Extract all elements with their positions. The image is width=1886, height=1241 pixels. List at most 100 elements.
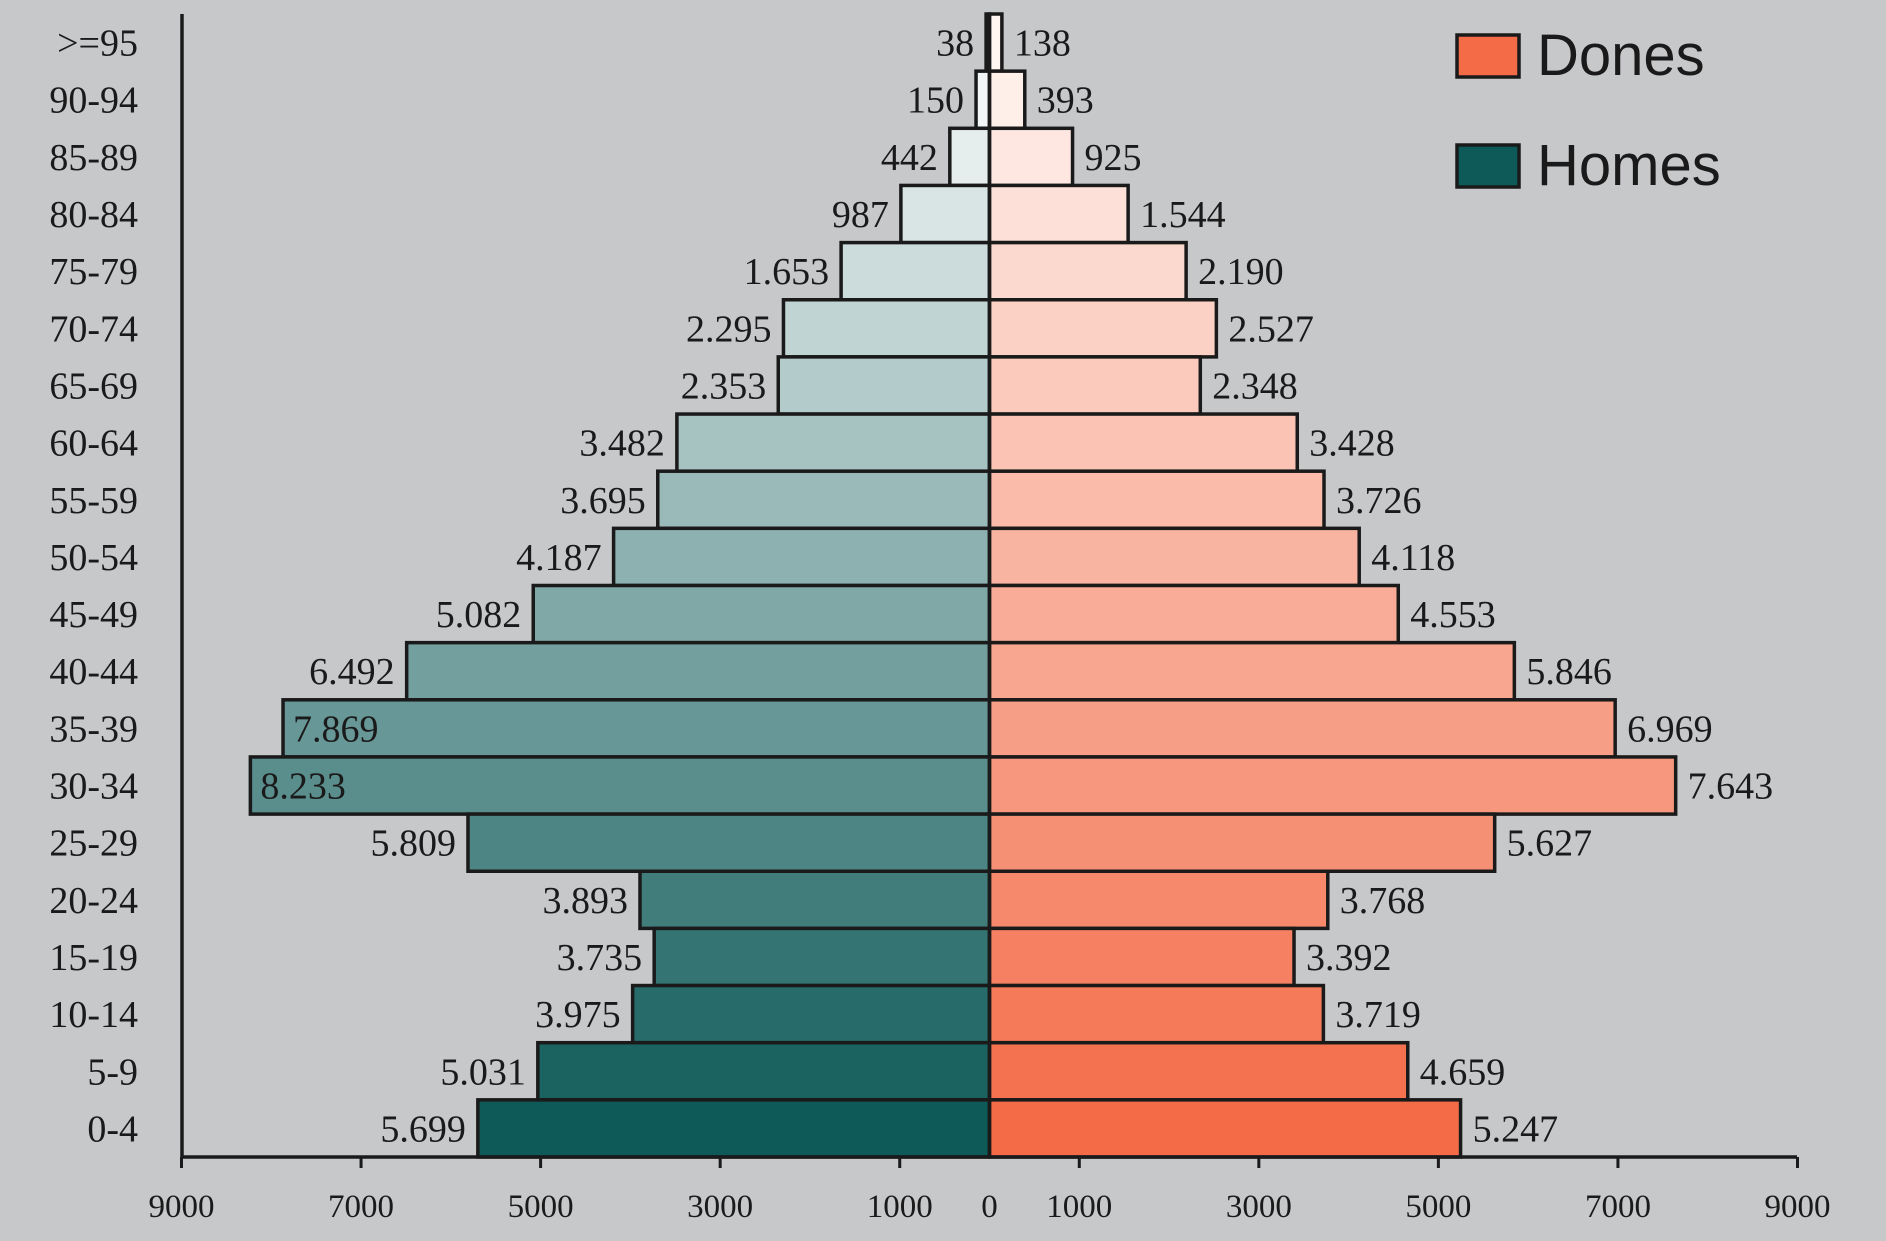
value-label-dones: 5.846	[1526, 651, 1612, 693]
value-label-homes: 150	[907, 80, 964, 122]
value-label-dones: 3.768	[1340, 880, 1426, 922]
value-label-homes: 5.031	[440, 1051, 526, 1093]
x-tick-label: 1000	[867, 1189, 933, 1225]
value-label-dones: 5.247	[1473, 1108, 1559, 1150]
legend-swatch-dones	[1455, 33, 1521, 79]
x-tick-label: 9000	[1765, 1189, 1831, 1225]
bar-dones-85-89	[987, 126, 1075, 188]
age-label: 10-14	[49, 994, 138, 1036]
bar-dones-75-79	[987, 240, 1188, 302]
x-tick-label: 9000	[149, 1189, 215, 1225]
x-tick-label: 7000	[328, 1189, 394, 1225]
bar-homes-25-29	[466, 812, 992, 873]
value-label-homes: 4.187	[516, 537, 602, 579]
legend-label-dones: Dones	[1537, 23, 1705, 88]
legend: Dones Homes	[1455, 23, 1721, 198]
age-label: 15-19	[49, 937, 138, 979]
bar-dones-30-34	[987, 755, 1678, 816]
x-tick-label: 1000	[1046, 1189, 1112, 1225]
value-label-dones: 1.544	[1140, 194, 1226, 236]
value-label-dones: 138	[1014, 23, 1071, 65]
value-label-homes: 1.653	[744, 251, 830, 293]
legend-label-homes: Homes	[1537, 133, 1721, 198]
bar-dones-70-74	[987, 298, 1219, 359]
bar-dones-25-29	[987, 812, 1497, 873]
value-label-dones: 3.719	[1335, 994, 1421, 1036]
bar-homes-80-84	[899, 183, 992, 245]
age-label: 80-84	[49, 194, 138, 236]
bar-homes-0-4	[476, 1098, 992, 1159]
value-label-homes: 6.492	[309, 651, 395, 693]
age-label: 30-34	[49, 766, 138, 808]
age-label: >=95	[57, 23, 138, 65]
value-label-dones: 393	[1037, 80, 1094, 122]
value-label-dones: 7.643	[1688, 766, 1774, 808]
bar-homes-30-34	[248, 755, 992, 816]
bar-homes-5-9	[536, 1040, 992, 1102]
value-label-dones: 2.190	[1198, 251, 1284, 293]
x-tick-label: 5000	[1405, 1189, 1471, 1225]
age-label: 90-94	[49, 80, 138, 122]
bar-homes-85-89	[948, 126, 992, 188]
bar-homes-55-59	[656, 469, 992, 531]
age-label: 25-29	[49, 823, 138, 865]
value-labels-layer: 38 138 150 393 442 925 987 1.544 1.653 2.190 2.295…	[260, 23, 1773, 1151]
bar-homes-90-94	[974, 69, 992, 131]
value-label-dones: 3.726	[1336, 480, 1422, 522]
value-label-dones: 4.118	[1371, 537, 1455, 579]
bar-dones-65-69	[987, 355, 1203, 416]
age-label: 70-74	[49, 308, 138, 350]
bar-homes-65-69	[776, 355, 992, 416]
bar-homes-40-44	[404, 640, 992, 702]
bar-dones-10-14	[987, 983, 1326, 1045]
bar-dones-5-9	[987, 1040, 1410, 1102]
bar-homes-45-49	[531, 583, 992, 645]
bar-dones-0-4	[987, 1098, 1463, 1159]
bar-dones-55-59	[987, 469, 1326, 531]
value-label-homes: 38	[936, 23, 974, 65]
age-label: 35-39	[49, 708, 138, 750]
age-label: 65-69	[49, 365, 138, 407]
bar-dones-40-44	[987, 640, 1517, 702]
age-label: 5-9	[87, 1051, 138, 1093]
bar-homes-10-14	[630, 983, 992, 1045]
age-label: 55-59	[49, 480, 138, 522]
bar-dones-35-39	[987, 698, 1617, 759]
value-label-dones: 4.553	[1410, 594, 1496, 636]
bar-dones->=95	[987, 12, 1004, 73]
age-label: 75-79	[49, 251, 138, 293]
bar-dones-20-24	[987, 869, 1330, 931]
bar-homes-50-54	[611, 526, 992, 588]
bar-dones-15-19	[987, 926, 1296, 988]
value-label-dones: 3.428	[1309, 423, 1395, 465]
value-label-dones: 2.527	[1228, 308, 1314, 350]
x-tick-label: 3000	[1226, 1189, 1292, 1225]
value-label-homes: 987	[832, 194, 889, 236]
x-tick-label: 7000	[1585, 1189, 1651, 1225]
value-label-dones: 5.627	[1507, 823, 1593, 865]
bar-dones-45-49	[987, 583, 1401, 645]
age-label: 40-44	[49, 651, 138, 693]
value-label-dones: 2.348	[1212, 365, 1298, 407]
value-label-dones: 6.969	[1627, 708, 1713, 750]
bar-dones-80-84	[987, 183, 1130, 245]
bar-homes-75-79	[839, 240, 992, 302]
bars-layer	[248, 12, 1678, 1159]
value-label-homes: 3.975	[535, 994, 621, 1036]
age-labels-layer: >=95 90-94 85-89 80-84 75-79 70-74 65-69 60-64 5…	[49, 23, 138, 1151]
age-label: 60-64	[49, 423, 138, 465]
age-label: 85-89	[49, 137, 138, 179]
value-label-dones: 4.659	[1420, 1051, 1506, 1093]
value-label-homes: 2.295	[686, 308, 772, 350]
value-label-homes: 5.699	[380, 1108, 466, 1150]
x-tick-label: 0	[981, 1189, 998, 1225]
value-label-homes: 5.082	[436, 594, 522, 636]
value-label-homes: 3.735	[557, 937, 643, 979]
bar-homes-70-74	[781, 298, 992, 359]
legend-swatch-homes	[1455, 143, 1521, 189]
value-label-homes: 5.809	[370, 823, 456, 865]
value-label-homes: 3.695	[560, 480, 646, 522]
axes-layer	[180, 14, 1797, 1159]
value-label-homes: 3.482	[579, 423, 665, 465]
